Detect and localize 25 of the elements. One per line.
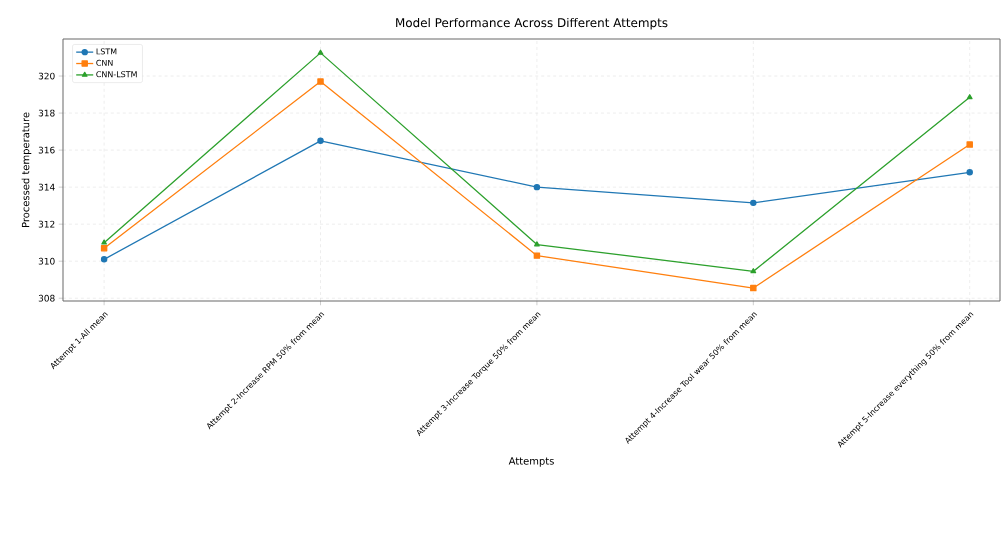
point	[100, 244, 108, 252]
y-tick-label: 314	[38, 183, 55, 191]
point	[100, 256, 108, 263]
point	[966, 169, 973, 176]
y-tick-label: 308	[38, 294, 55, 302]
y-tick-label: 310	[38, 257, 55, 265]
y-tick-label: 316	[38, 146, 55, 154]
point	[966, 94, 973, 100]
x-axis-title: Attempts	[508, 457, 554, 467]
point	[317, 137, 324, 145]
y-tick-label: 320	[38, 72, 55, 80]
point	[533, 252, 541, 259]
point	[101, 239, 108, 245]
y-tick-label: 312	[38, 220, 55, 228]
point	[966, 141, 973, 148]
point	[750, 284, 757, 292]
point	[317, 78, 324, 85]
y-axis-title: Processed temperature	[21, 112, 32, 228]
y-tick-label: 318	[38, 109, 55, 117]
point	[534, 241, 540, 247]
point	[750, 199, 757, 207]
chart-title: Model Performance Across Different Attempts	[396, 17, 668, 30]
point	[533, 183, 541, 191]
point	[317, 49, 324, 55]
point	[750, 268, 757, 274]
